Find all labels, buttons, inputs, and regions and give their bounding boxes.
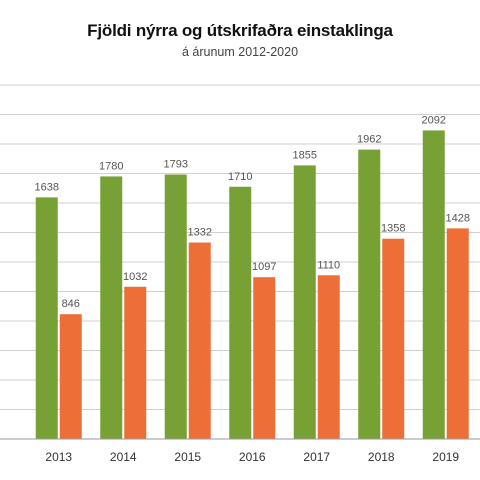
- x-tick-label: 2018: [368, 450, 395, 464]
- bar-green-2015: [164, 174, 187, 439]
- bar-green-2014: [100, 176, 123, 439]
- data-label: 1780: [99, 160, 123, 172]
- data-label: 1110: [317, 259, 340, 271]
- bar-orange-2018: [382, 238, 405, 439]
- bar-orange-2015: [188, 242, 211, 439]
- x-tick-label: 2017: [303, 450, 330, 464]
- data-label: 1855: [293, 149, 317, 161]
- data-label: 1032: [123, 271, 147, 283]
- x-tick-label: 2019: [432, 450, 459, 464]
- data-label: 1638: [35, 181, 59, 193]
- bar-green-2016: [229, 186, 252, 439]
- bar-orange-2016: [253, 277, 276, 439]
- bar-orange-2014: [124, 286, 147, 439]
- x-tick-label: 2015: [174, 450, 201, 464]
- bar-orange-2017: [317, 275, 340, 439]
- data-label: 1332: [188, 227, 212, 239]
- bar-green-2017: [293, 165, 316, 439]
- bar-orange-2013: [59, 314, 82, 439]
- data-label: 1710: [228, 171, 252, 183]
- bar-green-2018: [358, 149, 381, 440]
- chart-subtitle: á árunum 2012-2020: [181, 45, 299, 59]
- data-label: 1358: [381, 223, 405, 235]
- x-tick-label: 2013: [45, 450, 72, 464]
- data-label: 2092: [422, 114, 446, 126]
- data-label: 1793: [164, 159, 188, 171]
- data-label: 1962: [357, 134, 381, 146]
- bar-green-2013: [35, 197, 58, 439]
- data-label: 1097: [252, 261, 276, 273]
- x-tick-label: 2014: [110, 450, 137, 464]
- x-tick-label: 2016: [239, 450, 266, 464]
- bar-orange-2019: [446, 228, 469, 439]
- chart-title: Fjöldi nýrra og útskrifaðra einstaklinga: [87, 21, 393, 40]
- data-label: 846: [62, 298, 80, 310]
- bar-green-2019: [422, 130, 445, 439]
- data-label: 1428: [446, 212, 470, 224]
